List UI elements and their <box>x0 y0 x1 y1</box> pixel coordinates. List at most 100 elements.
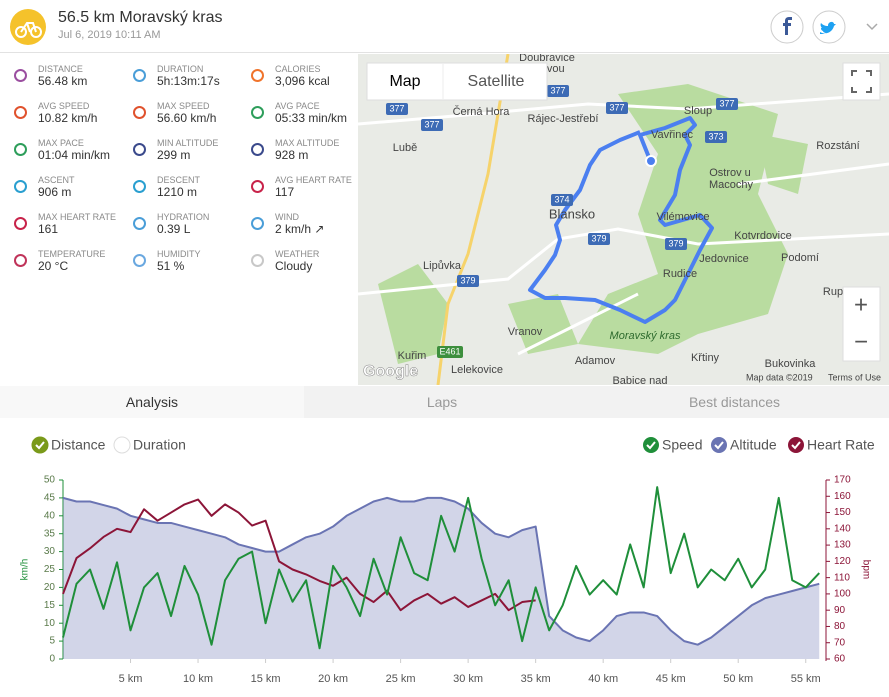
legend-label: Speed <box>662 437 702 453</box>
zoom-in[interactable]: + <box>854 291 868 318</box>
legend-marker[interactable] <box>711 437 727 453</box>
chart: Distance Duration Speed Altitude Heart Rate 0… <box>20 436 875 685</box>
stat-icon <box>14 180 27 193</box>
place-label: Podomí <box>781 252 819 264</box>
place-label: Vavřinec <box>651 129 693 141</box>
stat-icon <box>133 180 146 193</box>
legend-label: Altitude <box>730 437 777 453</box>
y2-tick-label: 170 <box>834 475 851 486</box>
y2-tick-label: 130 <box>834 540 851 551</box>
stat-icon <box>14 69 27 82</box>
y2-tick-label: 70 <box>834 637 846 648</box>
road-shield <box>716 98 738 110</box>
y2-tick-label: 140 <box>834 523 851 534</box>
stat-icon <box>133 143 146 156</box>
stat-label: HYDRATION <box>157 212 210 222</box>
place-label: Kuřim <box>398 350 427 362</box>
stat-label: ASCENT <box>38 175 75 185</box>
road-shield <box>606 102 628 114</box>
map-button[interactable]: Map <box>389 73 420 90</box>
y2-tick-label: 160 <box>834 491 851 502</box>
place-label: Černá Hora <box>453 105 511 118</box>
road-number: 379 <box>460 275 475 285</box>
satellite-button[interactable]: Satellite <box>468 73 525 90</box>
place-label: Rup <box>823 286 843 298</box>
road-number: 377 <box>609 102 624 112</box>
place-label: Jedovnice <box>699 253 749 265</box>
y-axis-label: km/h <box>20 559 31 581</box>
y-tick-label: 25 <box>44 564 56 575</box>
x-mode-label: Duration <box>133 437 186 453</box>
date: Jul 6, 2019 10:11 AM <box>58 29 161 41</box>
route <box>528 116 714 324</box>
road <box>358 92 889 126</box>
stat-value: 51 % <box>157 259 185 273</box>
legend-label: Heart Rate <box>807 437 875 453</box>
stat-icon <box>251 217 264 230</box>
place-label: Rozstání <box>816 140 859 152</box>
stat-label: DESCENT <box>157 175 201 185</box>
tab-active[interactable]: Analysis <box>0 386 304 418</box>
stat-label: AVG PACE <box>275 101 320 111</box>
stat-value: 3,096 kcal <box>275 74 330 88</box>
road <box>358 227 889 296</box>
map-logo: Google <box>363 363 418 380</box>
stat-icon <box>133 69 146 82</box>
zoom-out[interactable]: − <box>854 328 868 355</box>
stat-label: MAX HEART RATE <box>38 212 117 222</box>
road <box>517 292 639 356</box>
road-shield <box>437 346 463 358</box>
y-tick-label: 30 <box>44 546 56 557</box>
stat-value: 10.82 km/h <box>38 111 98 125</box>
y2-tick-label: 60 <box>834 654 846 665</box>
place-label: Vranov <box>508 326 543 338</box>
x-mode-toggle[interactable] <box>31 436 49 454</box>
activity-icon <box>10 9 46 45</box>
legend-marker[interactable] <box>643 437 659 453</box>
stat-label: AVG HEART RATE <box>275 175 352 185</box>
x-tick-label: 40 km <box>588 673 618 685</box>
stat-label: MAX SPEED <box>157 101 210 111</box>
stat-icon <box>14 143 27 156</box>
stat-value: 0.39 L <box>157 222 191 236</box>
fullscreen-button[interactable] <box>842 62 881 101</box>
x-tick-label: 10 km <box>183 673 213 685</box>
road <box>436 54 510 385</box>
stat-value: 5h:13m:17s <box>157 74 220 88</box>
expand-toggle[interactable] <box>866 23 878 31</box>
road-number: 373 <box>708 131 723 141</box>
legend-marker[interactable] <box>788 437 804 453</box>
road-shield <box>551 194 573 206</box>
stat-icon <box>133 106 146 119</box>
stat-value: 20 °C <box>38 259 69 273</box>
stat-value: 161 <box>38 222 59 236</box>
stat-value: 2 km/h ↗ <box>275 222 325 236</box>
y2-tick-label: 100 <box>834 589 851 600</box>
stat-value: 56.60 km/h <box>157 111 217 125</box>
twitter-button[interactable] <box>812 10 846 44</box>
series-line <box>62 486 820 650</box>
stat-label: DISTANCE <box>38 64 83 74</box>
tab[interactable]: Laps <box>426 394 458 410</box>
place-label: Bukovinka <box>765 358 817 370</box>
stat-icon <box>251 180 264 193</box>
y-tick-label: 20 <box>44 582 56 593</box>
facebook-button[interactable] <box>770 10 804 44</box>
place-label: Křtiny <box>691 352 720 364</box>
tab[interactable]: Best distances <box>688 394 781 410</box>
road-number: 377 <box>550 85 565 95</box>
place-label: Lipůvka <box>423 260 462 272</box>
x-mode-toggle[interactable] <box>113 436 131 454</box>
altitude-area <box>63 497 820 659</box>
place-label: Rájec-Jestřebí <box>528 113 599 125</box>
stat-value: 01:04 min/km <box>38 148 111 162</box>
x-tick-label: 50 km <box>723 673 753 685</box>
stat-icon <box>133 217 146 230</box>
series-line <box>62 496 820 646</box>
road-shield <box>457 275 479 287</box>
y2-tick-label: 80 <box>834 621 846 632</box>
stat-value: 56.48 km <box>38 74 88 88</box>
map-terms: Terms of Use <box>828 372 881 382</box>
